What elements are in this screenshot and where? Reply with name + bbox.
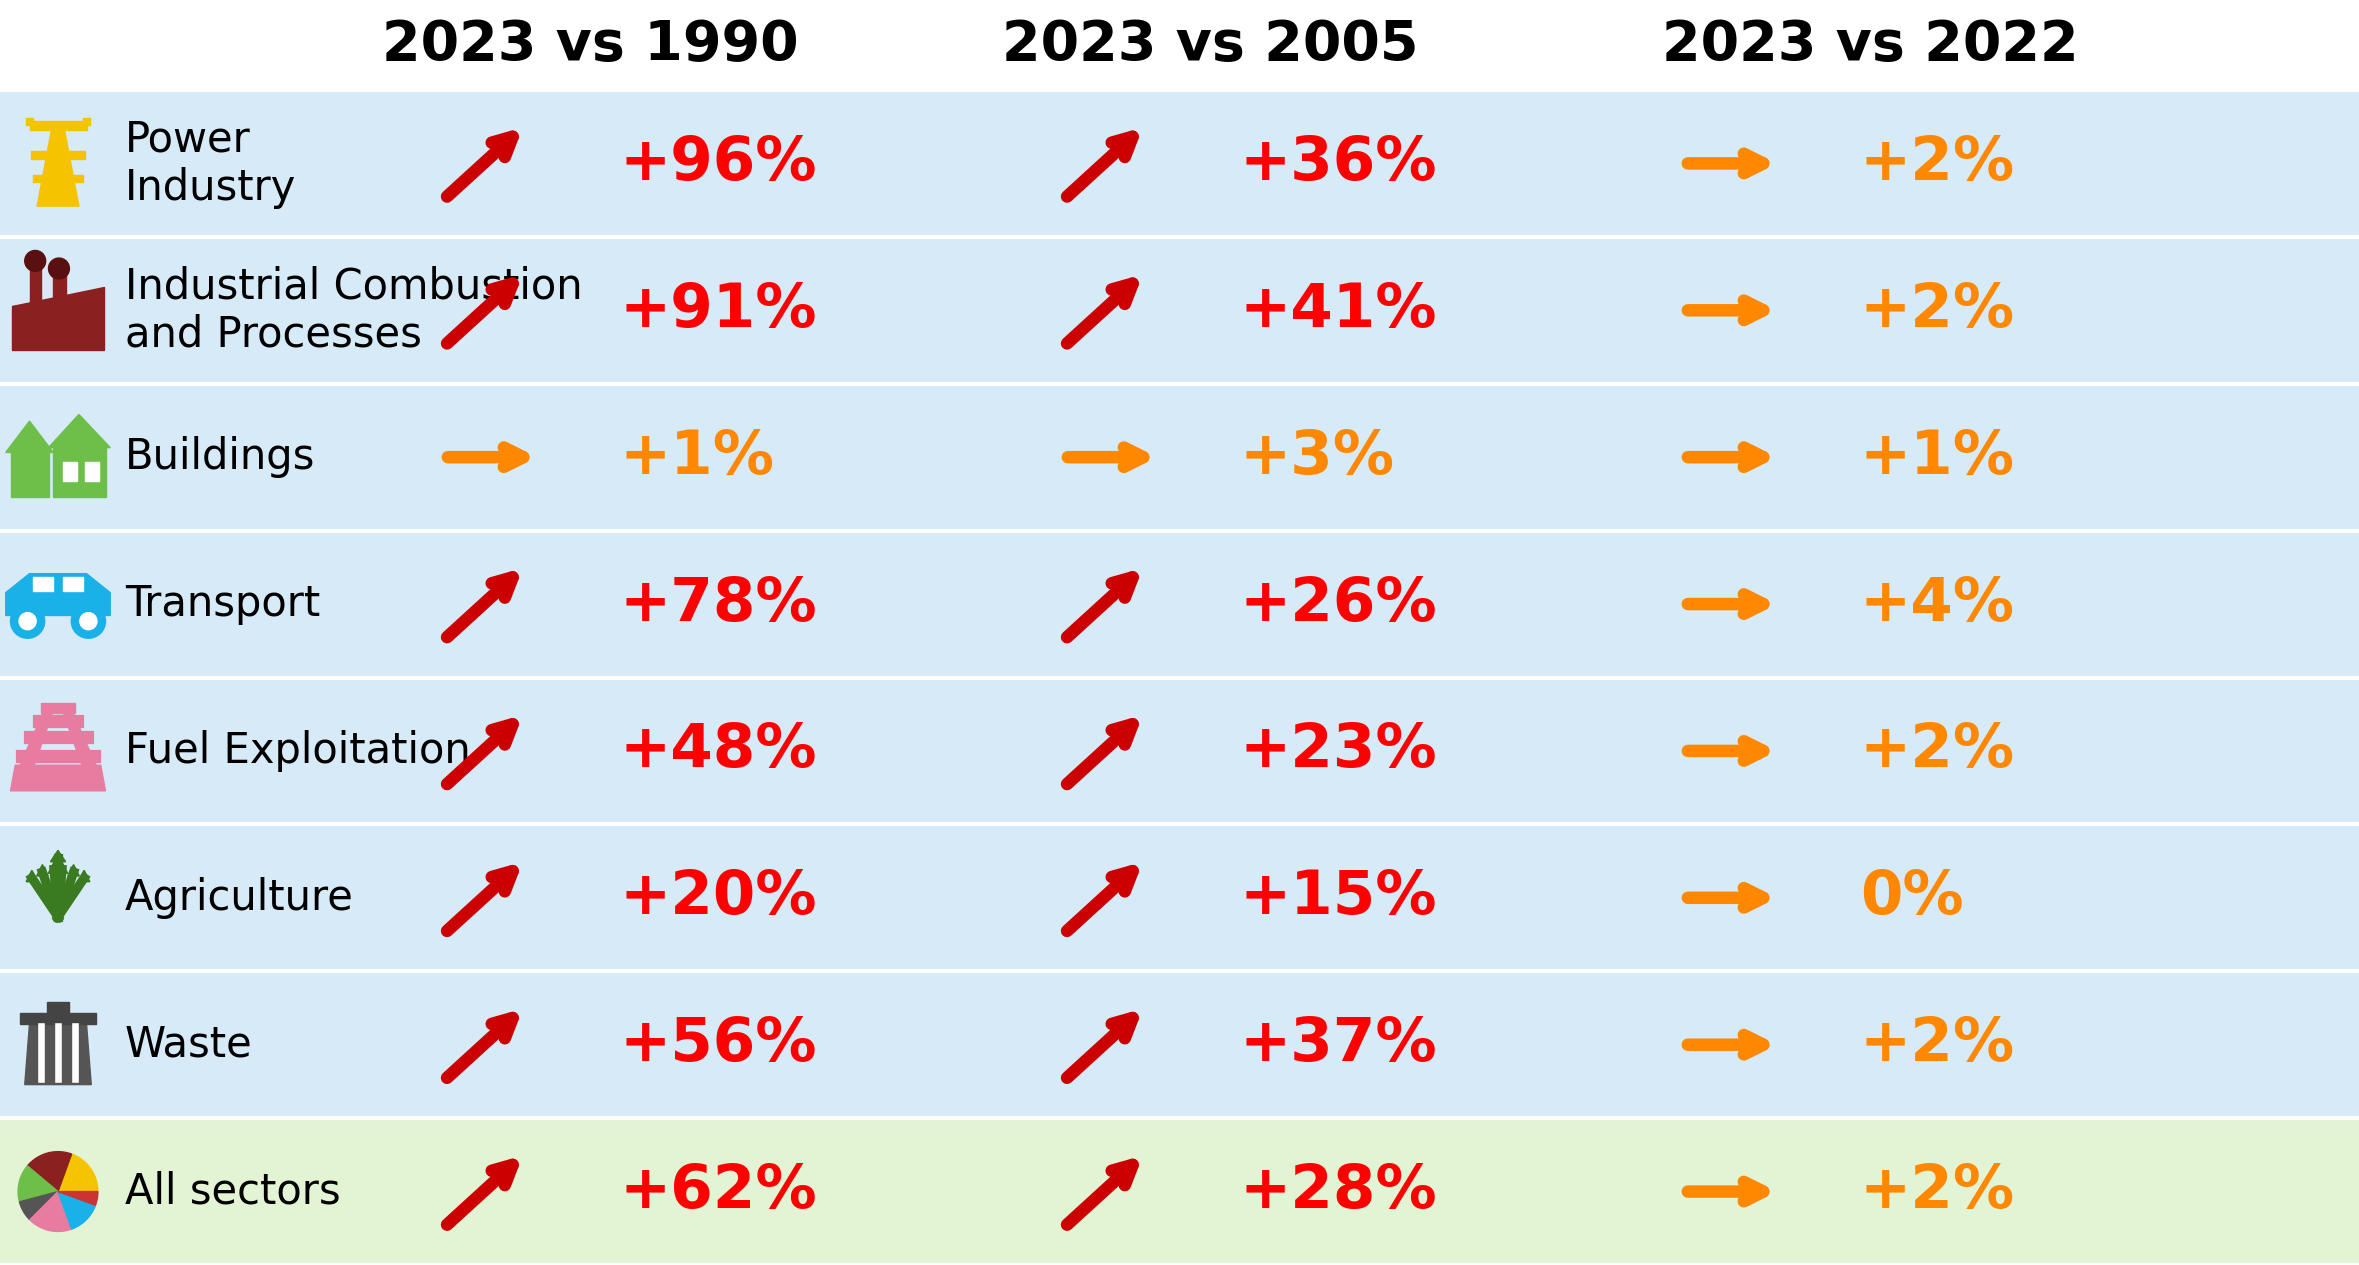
Text: 2023 vs 1990: 2023 vs 1990 <box>382 18 797 72</box>
Polygon shape <box>9 453 50 497</box>
Bar <box>0 530 2359 678</box>
Bar <box>0 0 2359 90</box>
Text: Transport: Transport <box>125 583 321 625</box>
Bar <box>0 972 2359 1118</box>
Polygon shape <box>83 118 90 125</box>
Polygon shape <box>78 870 90 882</box>
Polygon shape <box>9 765 106 791</box>
Polygon shape <box>5 573 111 616</box>
Circle shape <box>71 605 106 639</box>
Polygon shape <box>64 577 83 591</box>
Text: +41%: +41% <box>1241 281 1437 340</box>
Polygon shape <box>19 1166 59 1202</box>
Polygon shape <box>68 864 80 875</box>
Polygon shape <box>26 118 33 125</box>
Polygon shape <box>12 287 104 306</box>
Polygon shape <box>54 272 66 306</box>
Text: 2023 vs 2022: 2023 vs 2022 <box>1661 18 2078 72</box>
Text: +96%: +96% <box>620 134 819 194</box>
Text: 0%: 0% <box>1859 868 1963 927</box>
Text: +2%: +2% <box>1859 134 2015 194</box>
Text: Fuel Exploitation: Fuel Exploitation <box>125 730 472 772</box>
Text: +4%: +4% <box>1859 574 2015 634</box>
Text: +15%: +15% <box>1241 868 1437 927</box>
Polygon shape <box>59 1192 94 1230</box>
Polygon shape <box>54 448 106 497</box>
Polygon shape <box>31 1192 71 1231</box>
Circle shape <box>50 258 68 280</box>
Text: Power
Industry: Power Industry <box>125 118 297 209</box>
Polygon shape <box>12 306 104 350</box>
Bar <box>0 825 2359 972</box>
Polygon shape <box>59 1192 99 1206</box>
Text: Agriculture: Agriculture <box>125 877 354 918</box>
Polygon shape <box>33 175 83 182</box>
Text: +2%: +2% <box>1859 281 2015 340</box>
Text: Buildings: Buildings <box>125 436 316 478</box>
Polygon shape <box>24 1023 92 1084</box>
Text: +20%: +20% <box>620 868 819 927</box>
Circle shape <box>19 612 35 630</box>
Polygon shape <box>38 125 78 206</box>
Text: +78%: +78% <box>620 574 819 634</box>
Text: +23%: +23% <box>1241 721 1437 781</box>
Polygon shape <box>85 462 99 481</box>
Text: +28%: +28% <box>1241 1163 1437 1221</box>
Polygon shape <box>31 151 85 158</box>
Polygon shape <box>57 861 68 873</box>
Text: +1%: +1% <box>1859 428 2015 487</box>
Text: +26%: +26% <box>1241 574 1437 634</box>
Polygon shape <box>64 711 97 765</box>
Text: +48%: +48% <box>620 721 819 781</box>
Polygon shape <box>47 861 59 873</box>
Polygon shape <box>31 120 87 130</box>
Text: Industrial Combustion
and Processes: Industrial Combustion and Processes <box>125 264 583 355</box>
Polygon shape <box>59 1154 99 1192</box>
Bar <box>0 678 2359 825</box>
Polygon shape <box>19 711 54 765</box>
Bar <box>0 90 2359 237</box>
Polygon shape <box>19 1192 59 1219</box>
Polygon shape <box>5 421 54 453</box>
Text: Waste: Waste <box>125 1023 252 1065</box>
Text: +37%: +37% <box>1241 1016 1437 1074</box>
Circle shape <box>24 250 45 272</box>
Circle shape <box>52 261 66 276</box>
Circle shape <box>28 253 42 268</box>
Text: +36%: +36% <box>1241 134 1437 194</box>
Polygon shape <box>33 577 54 591</box>
Text: 2023 vs 2005: 2023 vs 2005 <box>1003 18 1418 72</box>
Bar <box>0 1118 2359 1265</box>
Polygon shape <box>40 703 75 713</box>
Text: All sectors: All sectors <box>125 1170 340 1213</box>
Text: +1%: +1% <box>620 428 776 487</box>
Polygon shape <box>31 264 40 306</box>
Text: +3%: +3% <box>1241 428 1394 487</box>
Circle shape <box>80 612 97 630</box>
Polygon shape <box>50 415 111 448</box>
Polygon shape <box>19 1013 97 1023</box>
Polygon shape <box>47 1002 68 1013</box>
Polygon shape <box>38 864 47 875</box>
Bar <box>0 237 2359 383</box>
Polygon shape <box>26 870 38 882</box>
Text: +2%: +2% <box>1859 1163 2015 1221</box>
Polygon shape <box>50 850 66 861</box>
Text: +56%: +56% <box>620 1016 819 1074</box>
Text: +62%: +62% <box>620 1163 819 1221</box>
Polygon shape <box>28 1151 71 1192</box>
Polygon shape <box>64 462 78 481</box>
Text: +2%: +2% <box>1859 1016 2015 1074</box>
Text: +2%: +2% <box>1859 721 2015 781</box>
Circle shape <box>9 605 45 639</box>
Text: +91%: +91% <box>620 281 819 340</box>
Bar <box>0 383 2359 530</box>
